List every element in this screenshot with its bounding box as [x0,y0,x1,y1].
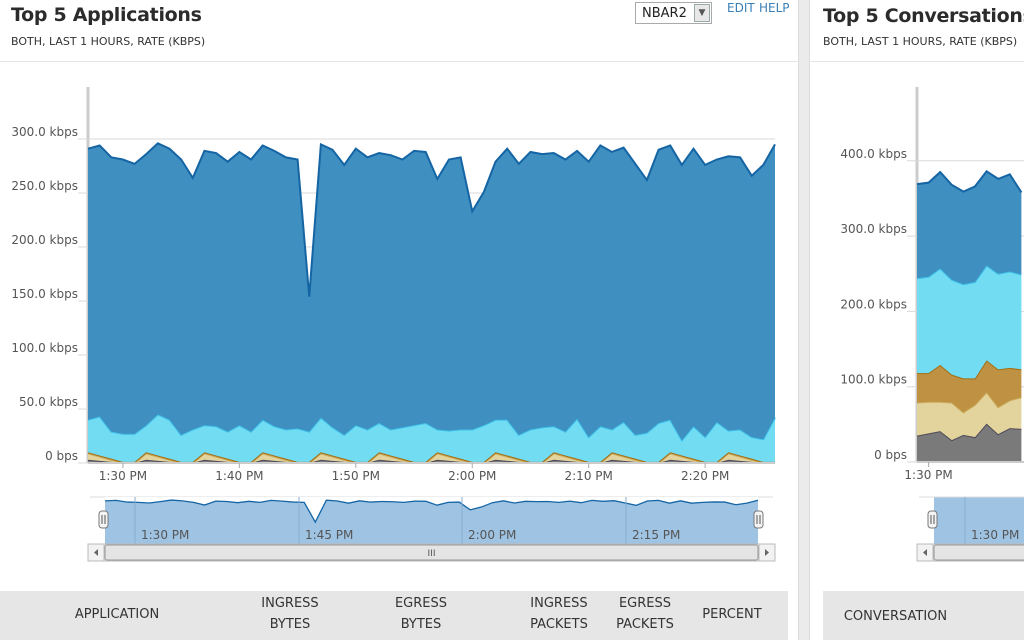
navigator-left-handle[interactable] [98,510,109,529]
header-line: BYTES [269,617,311,632]
table-header: APPLICATION INGRESS BYTES EGRESS BYTES ING… [0,591,788,640]
navigator-label: 1:30 PM [971,528,1019,542]
header-line: PACKETS [616,617,674,632]
x-tick-label: 1:30 PM [904,468,952,482]
x-tick-label: 1:30 PM [99,469,147,483]
navigator-area [934,497,1024,546]
header-line: INGRESS [261,596,319,611]
y-tick-label: 300.0 kbps [11,125,78,139]
panel-title: Top 5 Conversations [823,5,1024,27]
arrow-left-icon [94,549,98,556]
header-line: BYTES [400,617,442,632]
navigator-label: 1:30 PM [141,528,189,542]
series-area-cyan [88,414,775,462]
chevron-down-icon[interactable]: ▼ [694,4,710,22]
conversations-chart: 0 bps 100.0 kbps 200.0 kbps 300.0 kbps 400.0… [840,87,1024,562]
column-egress-packets[interactable]: EGRESS PACKETS [600,593,690,635]
series-line-blue [87,142,776,297]
series-area-brown [917,360,1022,413]
y-tick-label: 150.0 kbps [11,287,78,301]
help-link[interactable]: HELP [759,1,790,15]
series-area-blue [917,171,1022,285]
x-tick-label: 1:40 PM [215,469,263,483]
edit-link[interactable]: EDIT [727,1,755,15]
y-tick-label: 50.0 kbps [19,395,78,409]
scrollbar-thumb[interactable] [933,544,1024,561]
header-line: INGRESS [530,596,588,611]
navigator-label: 2:00 PM [468,528,516,542]
series-area-cyan [917,265,1022,379]
scrollbar-thumb[interactable] [104,544,759,561]
y-tick-label: 0 bps [45,449,78,463]
top-applications-panel: Top 5 Applications BOTH, LAST 1 HOURS, R… [0,0,798,640]
y-tick-label: 100.0 kbps [11,341,78,355]
x-tick-label: 2:20 PM [681,469,729,483]
header-line: EGRESS [394,596,448,611]
table-header: CONVERSATION [823,591,1024,640]
column-ingress-packets[interactable]: INGRESS PACKETS [509,593,609,635]
arrow-left-icon [923,549,927,556]
column-conversation[interactable]: CONVERSATION [843,609,948,624]
panel-subtitle: BOTH, LAST 1 HOURS, RATE (KBPS) [823,35,1018,48]
navigator-series-line [104,499,759,524]
y-tick-label: 100.0 kbps [840,373,907,387]
header-line: PACKETS [530,617,588,632]
x-tick-label: 2:00 PM [448,469,496,483]
navigator-label: 1:45 PM [305,528,353,542]
panel-title: Top 5 Applications [11,4,202,26]
y-tick-label: 200.0 kbps [840,297,907,311]
divider [810,61,1024,62]
panel-subtitle: BOTH, LAST 1 HOURS, RATE (KBPS) [11,35,206,48]
series-area-gray [917,423,1022,462]
y-tick-label: 250.0 kbps [11,179,78,193]
navigator-series-area [105,500,758,546]
select-value: NBAR2 [642,6,687,21]
column-application[interactable]: APPLICATION [74,607,160,622]
arrow-right-icon [765,549,769,556]
navigator-label: 2:15 PM [632,528,680,542]
column-ingress-bytes[interactable]: INGRESS BYTES [240,593,340,635]
classification-select[interactable]: NBAR2 ▼ [635,2,712,24]
navigator-left-handle[interactable] [927,510,938,529]
divider [0,61,798,62]
applications-chart: 0 bps 50.0 kbps 100.0 kbps 150.0 kbps 200.0 … [11,87,776,562]
column-percent[interactable]: PERCENT [702,607,762,622]
x-tick-label: 1:50 PM [332,469,380,483]
top-conversations-panel: Top 5 Conversations BOTH, LAST 1 HOURS, … [810,0,1024,640]
y-tick-label: 200.0 kbps [11,233,78,247]
y-tick-label: 400.0 kbps [840,147,907,161]
series-line-blue [916,170,1023,193]
header-line: EGRESS [618,596,672,611]
navigator-right-handle[interactable] [753,510,764,529]
y-tick-label: 0 bps [874,448,907,462]
panel-divider [798,0,810,640]
y-tick-label: 300.0 kbps [840,222,907,236]
x-tick-label: 2:10 PM [565,469,613,483]
scrollbar-grip-icon: III [428,549,436,559]
series-area-blue [88,143,775,441]
column-egress-bytes[interactable]: EGRESS BYTES [371,593,471,635]
